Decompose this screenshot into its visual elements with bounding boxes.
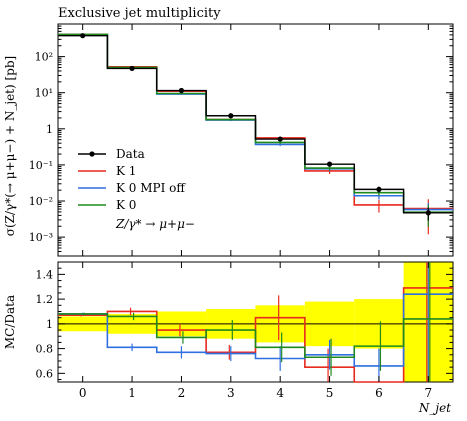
x-axis-label: N_jet (418, 401, 451, 415)
ratio-y-tick-label: 0.8 (36, 343, 54, 356)
y-tick-label: 10⁻³ (29, 231, 53, 244)
legend-label: K 0 (116, 198, 136, 212)
x-tick-label: 5 (326, 386, 334, 400)
ratio-y-tick-label: 1 (46, 318, 53, 331)
x-tick-label: 4 (276, 386, 284, 400)
ratio-plot-frame (57, 261, 454, 383)
y-tick-label: 10² (35, 51, 53, 64)
legend-label: K 0 MPI off (116, 181, 186, 195)
ratio-y-tick-label: 1.2 (36, 293, 54, 306)
y-tick-label: 10¹ (35, 87, 53, 100)
data-point (228, 113, 234, 119)
chart-title: Exclusive jet multiplicity (58, 6, 221, 21)
process-annotation: Z/γ* → μ+μ− (115, 217, 195, 231)
y-tick-label: 1 (46, 123, 53, 136)
ratio-y-tick-label: 0.6 (36, 367, 54, 380)
data-point (425, 210, 431, 216)
legend-label: Data (116, 147, 145, 161)
x-tick-label: 6 (375, 386, 383, 400)
ratio-plot: 0.6 0.8 1 1.2 1.4 0 1 2 3 4 5 6 7 MC/Data N_jet (3, 261, 454, 415)
data-point (80, 33, 86, 39)
y-tick-label: 10⁻² (29, 195, 53, 208)
x-tick-label: 0 (79, 386, 87, 400)
ratio-histogram-line (58, 313, 453, 359)
x-tick-label: 2 (178, 386, 186, 400)
data-point (277, 136, 283, 142)
data-point (178, 87, 185, 94)
x-tick-label: 7 (424, 386, 432, 400)
legend-marker (89, 151, 95, 157)
x-tick-label: 3 (227, 386, 235, 400)
ratio-y-tick-label: 1.4 (36, 268, 54, 281)
data-point (129, 65, 135, 72)
y-axis-label: σ(Z/γ*(→ μ+μ−) + N_jet) [pb] (3, 56, 17, 236)
data-point (326, 161, 333, 167)
legend-label: K 1 (116, 164, 136, 178)
y-tick-label: 10⁻¹ (29, 159, 53, 172)
x-tick-label: 1 (128, 386, 136, 400)
ratio-y-axis-label: MC/Data (3, 295, 17, 349)
data-point (376, 186, 382, 192)
main-plot: 10⁻³ 10⁻² 10⁻¹ 1 10¹ 10² Data K 1 K 0 MPI off K 0… (3, 23, 454, 257)
